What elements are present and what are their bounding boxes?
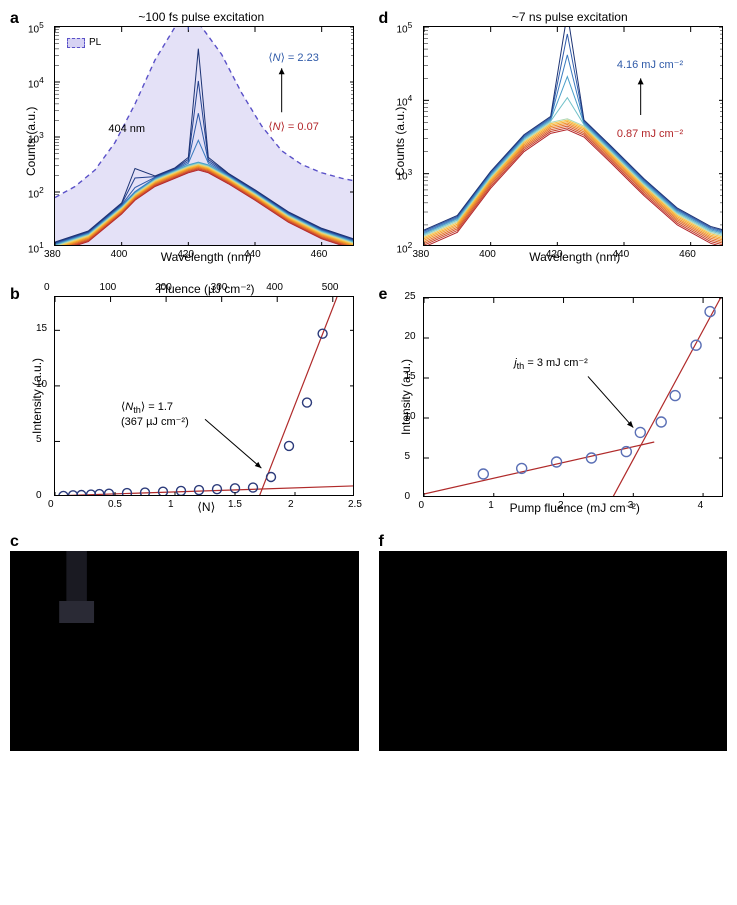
- threshold-annotation: ⟨Nth⟩ = 1.7(367 µJ cm⁻²): [121, 400, 189, 428]
- panel-c-label: c: [10, 533, 19, 551]
- annotation: 404 nm: [108, 123, 145, 135]
- pl-legend: PL: [67, 37, 101, 48]
- panel-e: e Intensity (a.u.) jth = 3 mJ cm⁻² Pump …: [379, 282, 728, 515]
- annotation: ⟨N⟩ = 2.23: [268, 51, 319, 64]
- annotation: ⟨N⟩ = 0.07: [268, 120, 319, 133]
- threshold-annotation: jth = 3 mJ cm⁻²: [514, 356, 588, 371]
- annotation: 4.16 mJ cm⁻²: [617, 58, 683, 71]
- panel-b: b Fluence (µJ cm⁻²) Intensity (a.u.) ⟨Nt…: [10, 282, 359, 515]
- panel-c: c: [10, 533, 359, 751]
- panel-b-ylabel: Intensity (a.u.): [30, 358, 44, 434]
- panel-e-xlabel: Pump fluence (mJ cm⁻²): [423, 501, 728, 515]
- panel-a-plot: PL420 nm423 nm404 nm⟨N⟩ = 2.23⟨N⟩ = 0.07: [54, 26, 354, 246]
- panel-e-label: e: [379, 286, 388, 304]
- panel-e-plot: jth = 3 mJ cm⁻²: [423, 297, 723, 497]
- panel-f-photo: [379, 551, 728, 751]
- panel-b-plot: ⟨Nth⟩ = 1.7(367 µJ cm⁻²): [54, 296, 354, 496]
- panel-d: d ~7 ns pulse excitation Counts (a.u.) 4…: [379, 10, 728, 264]
- figure-grid: a ~100 fs pulse excitation Counts (a.u.)…: [0, 0, 737, 757]
- annotation: 0.87 mJ cm⁻²: [617, 127, 683, 140]
- panel-b-xlabel: ⟨N⟩: [54, 500, 359, 514]
- panel-a-title: ~100 fs pulse excitation: [10, 10, 359, 24]
- panel-c-photo: [10, 551, 359, 751]
- panel-d-ylabel: Counts (a.u.): [393, 107, 407, 176]
- panel-d-label: d: [379, 10, 389, 28]
- panel-d-plot: 423 nm4.16 mJ cm⁻²0.87 mJ cm⁻²: [423, 26, 723, 246]
- panel-a-label: a: [10, 10, 19, 28]
- panel-d-title: ~7 ns pulse excitation: [379, 10, 728, 24]
- panel-a: a ~100 fs pulse excitation Counts (a.u.)…: [10, 10, 359, 264]
- panel-f: f: [379, 533, 728, 751]
- panel-f-label: f: [379, 533, 384, 551]
- panel-b-label: b: [10, 286, 20, 304]
